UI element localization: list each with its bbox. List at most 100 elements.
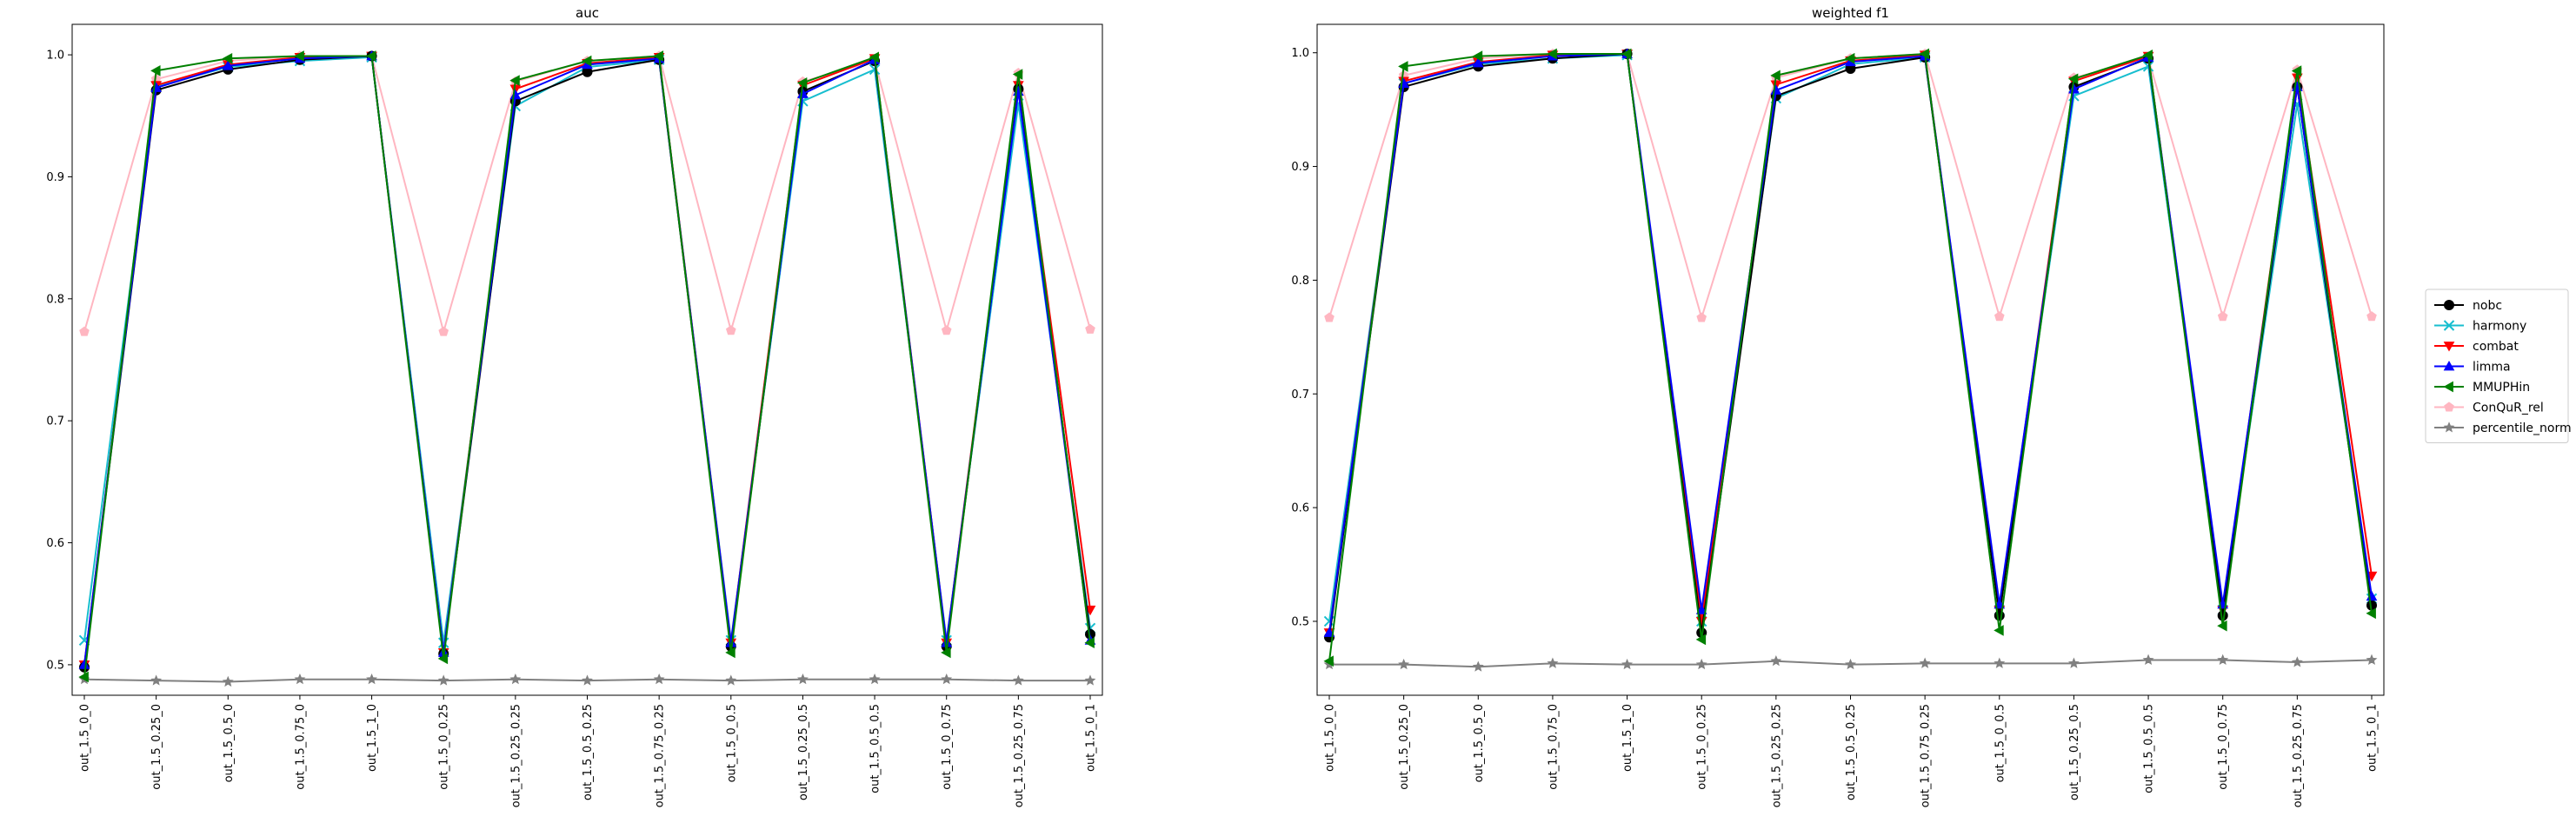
y-tick-label: 0.9 — [1291, 161, 1309, 174]
data-point-percentile_norm — [2067, 657, 2080, 668]
data-point-ConQuR_rel — [725, 325, 736, 335]
x-tick-label: out_1.5_1_0 — [1621, 704, 1634, 772]
series-line-nobc — [83, 55, 1091, 667]
data-point-MMUPHin — [1621, 48, 1632, 60]
data-point-ConQuR_rel — [2366, 311, 2377, 322]
data-point-percentile_norm — [582, 674, 593, 686]
data-point-limma — [1695, 604, 1707, 614]
data-point-MMUPHin — [869, 51, 879, 63]
data-point-ConQuR_rel — [79, 326, 90, 336]
data-point-MMUPHin — [2067, 73, 2079, 85]
series-combat — [1323, 50, 2378, 639]
data-point-MMUPHin — [581, 55, 592, 67]
data-point-percentile_norm — [869, 673, 881, 685]
legend-marker-combat — [2443, 342, 2455, 352]
legend-entry-percentile_norm: percentile_norm — [2434, 421, 2572, 435]
data-point-MMUPHin — [1695, 634, 1707, 646]
data-point-percentile_norm — [1084, 674, 1096, 686]
series-percentile_norm — [78, 673, 1096, 687]
series-line-combat — [83, 55, 1091, 666]
series-limma — [1323, 48, 2378, 637]
data-point-percentile_norm — [941, 673, 953, 685]
x-tick-label: out_1.5_0_0.5 — [725, 704, 738, 782]
plot-frame — [71, 23, 1103, 696]
legend-entry-harmony: harmony — [2434, 320, 2526, 334]
data-point-MMUPHin — [941, 647, 951, 659]
data-point-percentile_norm — [2217, 654, 2229, 665]
data-point-ConQuR_rel — [1696, 312, 1707, 322]
series-ConQuR_rel — [79, 50, 1095, 336]
x-tick-label: out_1.5_0_0.25 — [1696, 704, 1709, 790]
x-tick-label: out_1.5_1_0 — [366, 704, 379, 772]
legend-entry-limma: limma — [2434, 361, 2511, 375]
data-point-MMUPHin — [2142, 49, 2153, 61]
y-tick-label: 0.5 — [1291, 615, 1309, 628]
data-point-ConQuR_rel — [941, 325, 952, 335]
data-point-ConQuR_rel — [1324, 312, 1335, 322]
data-point-percentile_norm — [725, 674, 737, 686]
legend: nobc harmony combat limma MMUPHin ConQuR_relp… — [2425, 289, 2572, 443]
data-point-percentile_norm — [1994, 657, 2006, 668]
data-point-MMUPHin — [1012, 69, 1023, 80]
x-tick-label: out_1.5_0.25_0.25 — [1770, 704, 1783, 807]
legend-marker-MMUPHin — [2443, 381, 2453, 393]
x-tick-label: out_1.5_0.75_0 — [1547, 704, 1560, 790]
legend-marker-ConQuR_rel — [2444, 402, 2454, 412]
series-MMUPHin — [78, 50, 1095, 683]
x-tick-label: out_1.5_0.75_0 — [294, 704, 307, 790]
data-point-MMUPHin — [509, 75, 520, 86]
series-line-limma — [83, 55, 1091, 666]
data-point-MMUPHin — [78, 671, 89, 683]
data-point-percentile_norm — [796, 673, 809, 685]
data-point-percentile_norm — [1695, 658, 1707, 670]
series-harmony — [78, 51, 1096, 648]
series-line-harmony — [1328, 54, 2373, 622]
data-point-percentile_norm — [1472, 660, 1484, 672]
data-point-MMUPHin — [1398, 61, 1408, 72]
legend-label: harmony — [2473, 320, 2526, 334]
data-point-MMUPHin — [653, 50, 664, 62]
series-percentile_norm — [1323, 654, 2378, 672]
x-tick-label: out_1.5_0.5_0 — [223, 704, 236, 782]
y-tick-label: 0.5 — [46, 659, 64, 672]
data-point-percentile_norm — [1845, 658, 1856, 670]
y-tick-label: 0.9 — [46, 171, 64, 184]
x-tick-label: out_1.5_0_0.5 — [1994, 704, 2007, 782]
x-tick-label: out_1.5_0.5_0.5 — [2143, 704, 2156, 793]
legend-label: combat — [2473, 340, 2519, 354]
x-tick-label: out_1.5_0.25_0 — [150, 704, 163, 790]
x-tick-label: out_1.5_0_0.25 — [438, 704, 451, 790]
x-tick-label: out_1.5_0_0 — [79, 704, 92, 772]
x-tick-label: out_1.5_0.25_0 — [1398, 704, 1411, 790]
data-point-harmony — [2142, 61, 2154, 72]
data-point-MMUPHin — [366, 50, 376, 62]
series-nobc — [1324, 49, 2377, 643]
y-tick-label: 0.6 — [46, 537, 64, 550]
data-point-harmony — [869, 63, 881, 76]
data-point-MMUPHin — [222, 52, 233, 64]
data-point-MMUPHin — [294, 50, 304, 62]
data-point-percentile_norm — [653, 673, 665, 685]
data-point-limma — [1472, 56, 1484, 68]
series-line-MMUPHin — [1328, 52, 2373, 661]
data-point-percentile_norm — [2142, 654, 2154, 665]
x-tick-label: out_1.5_0.25_0.75 — [1013, 704, 1026, 807]
legend-label: ConQuR_rel — [2473, 402, 2544, 415]
data-point-MMUPHin — [2291, 65, 2302, 76]
y-tick-label: 0.8 — [46, 293, 64, 306]
x-tick-label: out_1.5_0.75_0.25 — [1920, 704, 1933, 807]
series-limma — [78, 50, 1096, 669]
data-point-ConQuR_rel — [2217, 311, 2228, 322]
y-tick-label: 1.0 — [46, 50, 64, 63]
data-point-percentile_norm — [1621, 658, 1634, 670]
data-point-limma — [222, 60, 234, 70]
x-tick-label: out_1.5_0_0.75 — [941, 704, 954, 790]
data-point-MMUPHin — [437, 653, 449, 665]
series-line-ConQuR_rel — [83, 55, 1091, 335]
x-tick-label: out_1.5_0.75_0.25 — [654, 704, 667, 807]
data-point-percentile_norm — [509, 673, 522, 685]
series-line-limma — [1328, 52, 2373, 634]
data-point-percentile_norm — [1770, 654, 1782, 667]
legend-marker-nobc — [2444, 300, 2454, 310]
x-tick-label: out_1.5_0.5_0 — [1473, 704, 1486, 782]
